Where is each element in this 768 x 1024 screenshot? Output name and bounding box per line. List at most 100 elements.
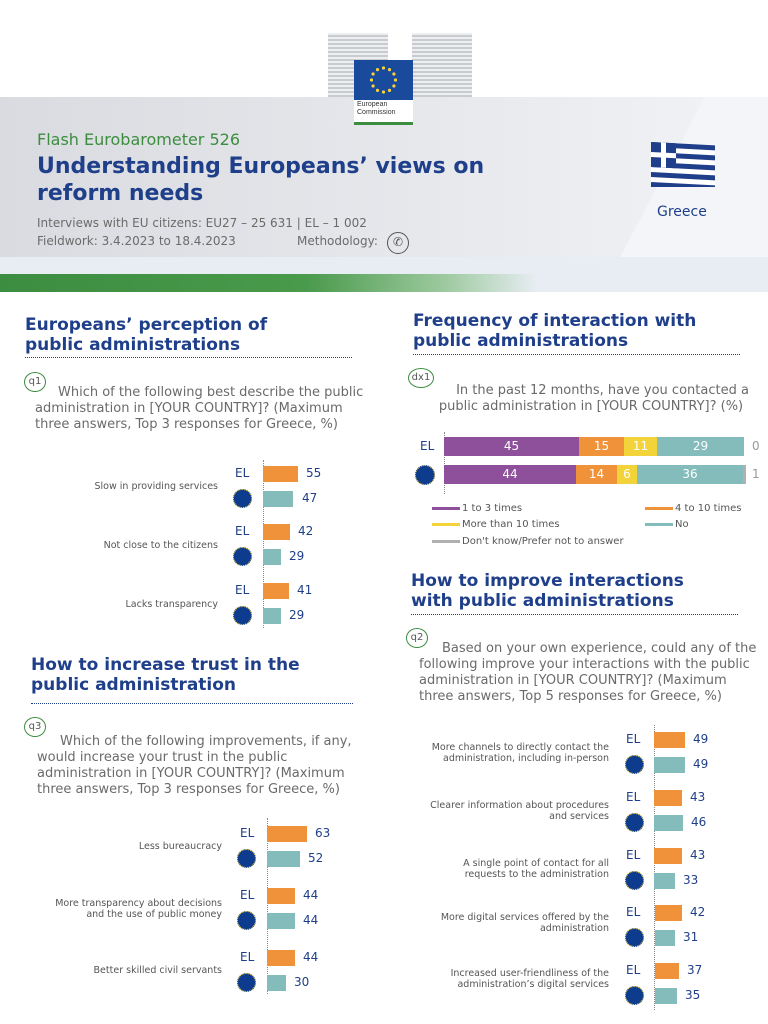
interviews-info: Interviews with EU citizens: EU27 – 25 6… bbox=[37, 216, 367, 230]
question-text-dx1: In the past 12 months, have you contacte… bbox=[438, 383, 749, 414]
el-label: EL bbox=[626, 905, 641, 919]
el-value: 42 bbox=[298, 524, 314, 538]
header-strip bbox=[0, 257, 768, 274]
eu-value: 44 bbox=[303, 913, 319, 927]
el-label: EL bbox=[240, 888, 255, 902]
category-label-line1: More channels to directly contact the bbox=[431, 742, 609, 753]
eu-value: 35 bbox=[685, 988, 701, 1002]
telephone-icon: ✆ bbox=[387, 232, 409, 254]
eu-value: 31 bbox=[683, 930, 699, 944]
eu-bar bbox=[263, 549, 281, 565]
section-title-improve: How to improve interactions with public … bbox=[411, 571, 684, 611]
el-value: 41 bbox=[297, 583, 313, 597]
logo-text-european: European bbox=[357, 101, 388, 108]
el-bar bbox=[655, 905, 682, 921]
section-title-perception: Europeans’ perception of public administ… bbox=[25, 315, 268, 355]
el-label: EL bbox=[240, 950, 255, 964]
el-bar bbox=[263, 466, 298, 482]
category-label: Increased user-friendliness of the admin… bbox=[405, 968, 609, 990]
el-label: EL bbox=[626, 790, 641, 804]
category-label-line2: administration’s digital services bbox=[457, 979, 609, 990]
eu-value: 49 bbox=[693, 757, 709, 771]
segment-dont-know bbox=[743, 465, 746, 484]
category-label-line2: administration, including in-person bbox=[443, 753, 609, 764]
question-text-q1: Which of the following best describe the… bbox=[35, 385, 364, 432]
legend-item-dont-know: Don't know/Prefer not to answer bbox=[432, 536, 624, 547]
el-bar bbox=[267, 950, 295, 966]
eu-flag-icon bbox=[625, 928, 644, 947]
chart-axis bbox=[444, 432, 445, 494]
legend-swatch bbox=[645, 507, 673, 510]
el-label: EL bbox=[626, 848, 641, 862]
eu-flag-icon bbox=[233, 547, 252, 566]
category-label: Better skilled civil servants bbox=[20, 965, 222, 976]
eu-bar bbox=[654, 873, 675, 889]
eu-value: 30 bbox=[294, 975, 310, 989]
question-bubble-dx1: dx1 bbox=[408, 368, 434, 388]
greece-flag-icon bbox=[651, 142, 715, 191]
page-title: Understanding Europeans’ views on reform… bbox=[37, 154, 485, 206]
stacked-bar-eu: 44 14 6 36 bbox=[444, 465, 746, 484]
eu-bar bbox=[654, 757, 685, 773]
legend-item-more-than-10: More than 10 times bbox=[432, 519, 560, 530]
eu-value: 33 bbox=[683, 873, 699, 887]
category-label-line1: Clearer information about procedures bbox=[430, 800, 609, 811]
el-value: 42 bbox=[690, 905, 706, 919]
section-divider bbox=[413, 354, 740, 355]
eu-value: 47 bbox=[302, 491, 318, 505]
segment-4-to-10: 15 bbox=[579, 437, 624, 456]
eu-flag-icon bbox=[233, 606, 252, 625]
legend-swatch bbox=[645, 523, 673, 526]
segment-more-than-10: 6 bbox=[617, 465, 637, 484]
eu-bar bbox=[655, 930, 675, 946]
eu-flag-icon bbox=[625, 871, 644, 890]
el-label: EL bbox=[626, 963, 641, 977]
el-value: 37 bbox=[687, 963, 703, 977]
dont-know-value: 1 bbox=[752, 467, 760, 481]
legend-swatch bbox=[432, 507, 460, 510]
methodology-label: Methodology: bbox=[297, 234, 378, 248]
legend-item-4-to-10: 4 to 10 times bbox=[645, 503, 741, 514]
section-divider bbox=[411, 614, 738, 615]
dont-know-value: 0 bbox=[752, 439, 760, 453]
category-label: Less bureaucracy bbox=[20, 841, 222, 852]
eu-bar bbox=[263, 608, 281, 624]
eu-flag-icon bbox=[354, 60, 413, 100]
eu-flag-icon bbox=[237, 849, 256, 868]
category-label-line2: administration bbox=[539, 923, 609, 934]
section-title-frequency: Frequency of interaction with public adm… bbox=[413, 311, 697, 351]
legend-swatch bbox=[432, 540, 460, 543]
eu-flag-icon bbox=[237, 911, 256, 930]
eu-bar bbox=[267, 975, 286, 991]
legend-item-no: No bbox=[645, 519, 689, 530]
legend-swatch bbox=[432, 523, 460, 526]
el-label: EL bbox=[240, 826, 255, 840]
question-bubble-q3: q3 bbox=[24, 717, 46, 737]
category-label-line1: More transparency about decisions bbox=[55, 898, 222, 909]
berlaymont-building-right-icon bbox=[412, 33, 472, 97]
eu-flag-icon bbox=[625, 813, 644, 832]
legend-label: 4 to 10 times bbox=[675, 503, 742, 514]
category-label-line2: and services bbox=[549, 811, 609, 822]
category-label-line1: More digital services offered by the bbox=[440, 912, 609, 923]
section-title-trust: How to increase trust in the public admi… bbox=[31, 655, 300, 695]
section-divider bbox=[31, 703, 353, 704]
logo-green-underline bbox=[354, 122, 413, 125]
category-label: A single point of contact for all reques… bbox=[405, 858, 609, 880]
stacked-bar-el: 45 15 11 29 bbox=[444, 437, 746, 456]
section-divider bbox=[25, 357, 352, 358]
el-bar bbox=[263, 524, 290, 540]
eu-flag-icon bbox=[625, 986, 644, 1005]
question-text-q3: Which of the following improvements, if … bbox=[37, 734, 352, 797]
eu-flag-icon bbox=[233, 489, 252, 508]
el-bar bbox=[654, 732, 685, 748]
eu-bar bbox=[654, 815, 683, 831]
category-label-line2: and the use of public money bbox=[86, 909, 222, 920]
green-gradient-bar bbox=[0, 274, 768, 292]
eu-bar bbox=[655, 988, 677, 1004]
segment-no: 29 bbox=[657, 437, 744, 456]
question-text-q2: Based on your own experience, could any … bbox=[419, 641, 757, 704]
chart-axis bbox=[267, 818, 268, 994]
el-value: 43 bbox=[690, 848, 706, 862]
european-commission-logo: European Commission bbox=[354, 60, 413, 125]
